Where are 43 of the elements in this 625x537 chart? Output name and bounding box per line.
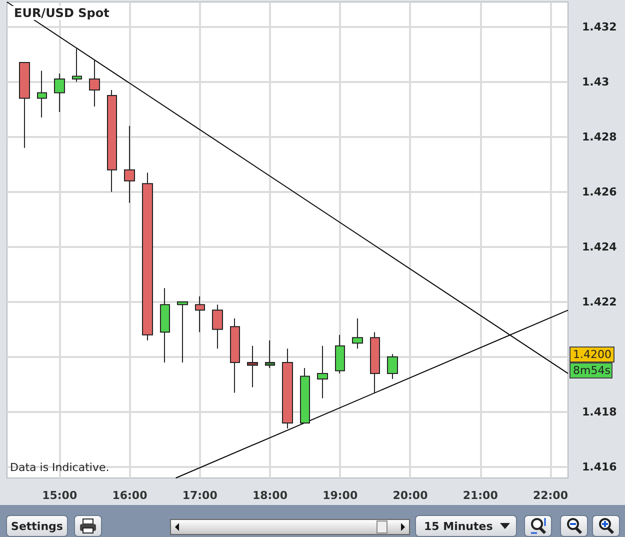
- candlestick: [124, 125, 135, 204]
- candlestick: [352, 318, 363, 350]
- x-tick-label: 21:00: [462, 489, 498, 502]
- y-tick-label: 1.426: [582, 185, 618, 198]
- x-tick-label: 22:00: [532, 489, 568, 502]
- text: 8m54s: [573, 364, 611, 377]
- candlestick: [265, 340, 275, 368]
- chart-title: EUR/USD Spot: [14, 6, 110, 20]
- candlestick: [387, 354, 398, 380]
- candlestick: [72, 48, 82, 82]
- y-tick-label: 1.432: [582, 20, 617, 34]
- y-tick-label: 1.422: [582, 295, 617, 308]
- x-tick-label: 18:00: [252, 489, 288, 502]
- x-tick-label: 19:00: [322, 489, 358, 502]
- y-tick-label: 1.43: [582, 75, 610, 88]
- candlestick: [142, 172, 153, 341]
- candlestick: [107, 90, 117, 192]
- y-tick-label: 1.424: [582, 240, 618, 254]
- candlestick: [19, 62, 30, 148]
- x-tick-label: 17:00: [182, 489, 218, 502]
- y-tick-label: 1.418: [582, 405, 617, 418]
- candlestick: [89, 59, 100, 108]
- candlestick: [37, 70, 47, 118]
- candlestick: [195, 296, 205, 333]
- candlestick: [230, 318, 240, 394]
- x-tick-label: 20:00: [392, 489, 428, 502]
- y-tick-label: 1.416: [582, 460, 618, 474]
- candlestick: [177, 301, 188, 363]
- candlestick: [335, 334, 345, 374]
- x-tick-label: 15:00: [42, 489, 78, 502]
- y-tick-label: 1.428: [582, 130, 617, 144]
- text: 1.4200: [573, 348, 612, 361]
- candlestick: [212, 304, 223, 350]
- candlestick: [54, 73, 65, 113]
- candlestick: [247, 345, 258, 388]
- candlestick: [370, 332, 380, 394]
- candlestick: [317, 345, 328, 399]
- annotation: Data is Indicative.: [10, 461, 110, 474]
- toolbar: Settings 15 Minutes: [0, 505, 625, 537]
- candlestick: [160, 288, 170, 363]
- candlestick: [300, 367, 310, 424]
- candlestick: [282, 348, 293, 429]
- x-tick-label: 16:00: [112, 489, 148, 502]
